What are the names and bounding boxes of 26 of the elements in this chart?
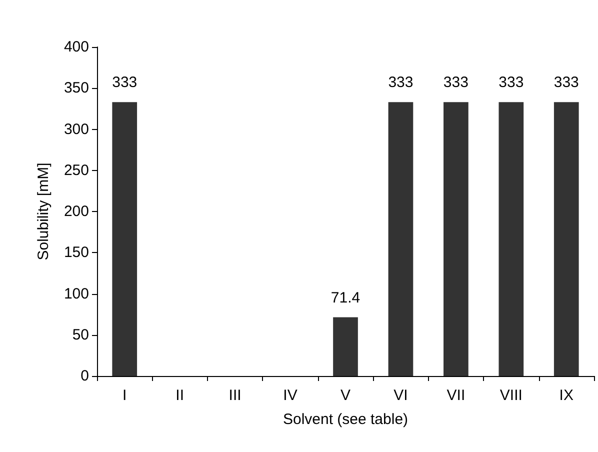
y-tick-label: 300 <box>64 120 89 138</box>
x-tick-label: I <box>122 387 127 404</box>
data-label: 333 <box>388 74 414 92</box>
x-tick-label: II <box>176 387 184 404</box>
x-tick-label: III <box>228 387 242 404</box>
y-tick-label: 0 <box>80 368 89 384</box>
x-tick-label: V <box>340 387 351 404</box>
x-tick-label: VIII <box>500 387 522 404</box>
y-tick-label: 150 <box>64 244 89 262</box>
data-label: 333 <box>443 74 468 92</box>
y-axis-title: Solubility [mM] <box>35 162 52 260</box>
y-tick-label: 50 <box>72 326 89 344</box>
data-label: 71.4 <box>330 289 360 306</box>
y-tick-label: 400 <box>64 38 89 56</box>
x-axis-title: Solvent (see table) <box>282 411 408 428</box>
y-tick-label: 350 <box>64 80 89 97</box>
x-tick-label: IV <box>283 387 298 404</box>
y-tick-label: 200 <box>64 203 89 220</box>
y-tick-label: 100 <box>64 285 89 302</box>
x-tick-label: VI <box>394 387 408 404</box>
data-label: 333 <box>112 74 138 92</box>
data-label: 333 <box>498 74 524 92</box>
x-tick-label: IX <box>559 387 574 404</box>
y-tick-label: 250 <box>64 162 89 179</box>
data-label: 333 <box>554 74 579 92</box>
x-tick-label: VII <box>446 387 466 404</box>
